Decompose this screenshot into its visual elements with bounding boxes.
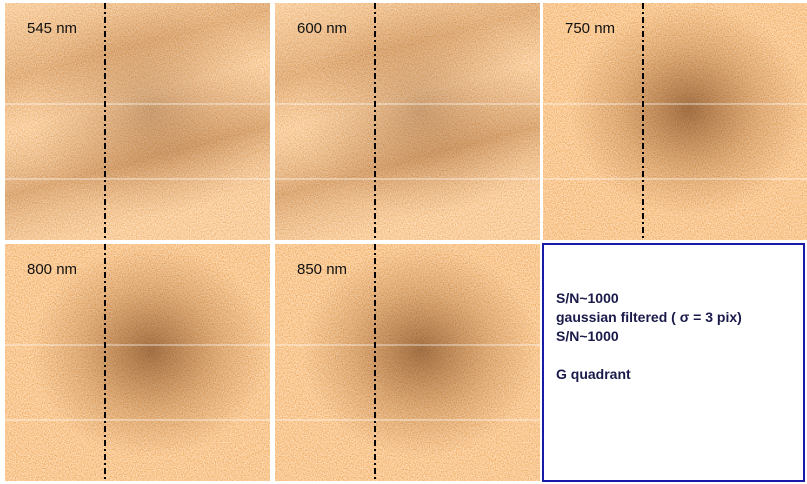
dark-region <box>275 244 540 481</box>
note-box <box>542 243 805 482</box>
note-quadrant: G quadrant <box>556 366 631 382</box>
dark-region <box>5 244 270 481</box>
panel-label: 800 nm <box>27 261 77 278</box>
panel-label: 545 nm <box>27 20 77 37</box>
dark-region <box>5 3 270 240</box>
dark-region <box>275 3 540 240</box>
note-line: gaussian filtered ( σ = 3 pix) <box>556 309 742 325</box>
note-line: S/N~1000 <box>556 328 619 344</box>
dark-region <box>543 3 807 240</box>
panel-label: 600 nm <box>297 20 347 37</box>
panel-label: 750 nm <box>565 20 615 37</box>
note-line: S/N~1000 <box>556 290 619 306</box>
panel-label: 850 nm <box>297 261 347 278</box>
